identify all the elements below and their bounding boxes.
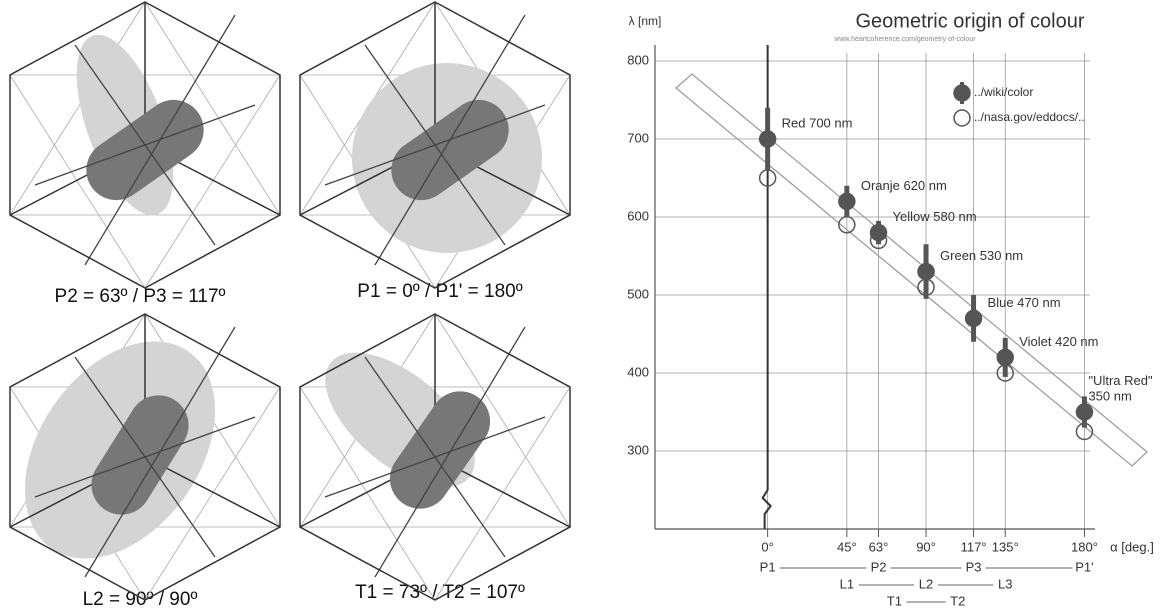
point (838, 192, 856, 211)
angle-label: L1 (840, 576, 854, 591)
y-tick-label: 300 (627, 442, 649, 457)
legend-label: ../nasa.gov/eddocs/.. (974, 110, 1085, 124)
projection-line (324, 416, 546, 498)
projection-line (34, 416, 256, 498)
point (1075, 422, 1094, 441)
point (838, 216, 856, 234)
construction-line (434, 313, 571, 528)
angle-label: L3 (998, 576, 1012, 591)
chart-title: Geometric origin of colour (856, 10, 1085, 32)
data-label: Yellow 580 nm (893, 209, 977, 224)
projection-line (374, 14, 526, 266)
x-tick-label: 0° (761, 539, 773, 554)
zero-line (761, 45, 772, 529)
x-tick-label: 180° (1071, 539, 1098, 554)
legend-marker (953, 84, 971, 102)
diagram-caption: P1 = 0º / P1' = 180º (357, 281, 522, 302)
y-tick-label: 700 (627, 130, 649, 145)
data-label: Oranje 620 nm (861, 178, 947, 193)
chart-subtitle: www.heartcoherence.com/geometry-of-colou… (833, 36, 976, 43)
projection-line (34, 104, 256, 186)
diagram-panels: P2 = 63º / P3 = 117º P1 = 0º / P1' = 180… (9, 1, 571, 610)
y-tick-label: 800 (627, 52, 649, 67)
angle-label: L2 (919, 576, 933, 591)
data-label: Green 530 nm (940, 248, 1023, 263)
point (996, 348, 1014, 367)
construction-line (144, 74, 281, 289)
x-tick-label: 45° (837, 539, 857, 554)
data-label: Red 700 nm (782, 115, 853, 130)
point (1075, 403, 1094, 421)
hexagon (9, 1, 281, 289)
point (758, 169, 777, 187)
construction-line (9, 1, 146, 216)
point (869, 231, 888, 250)
angle-label: P1' (1075, 559, 1093, 574)
diagram-caption: L2 = 90º / 90º (83, 589, 198, 610)
construction-line (9, 74, 146, 289)
projection-line (374, 326, 526, 578)
y-tick-label: 600 (627, 208, 649, 223)
legend-label: ../wiki/color (974, 85, 1033, 99)
chart: Geometric origin of colour www.heartcohe… (627, 10, 1154, 608)
angle-label: P3 (966, 559, 982, 574)
trend-band (675, 73, 1148, 467)
projection-line (324, 104, 546, 186)
y-tick-label: 500 (627, 286, 649, 301)
y-tick-label: 400 (627, 364, 649, 379)
hexagon (299, 1, 571, 289)
legend-marker (953, 109, 971, 127)
point (917, 278, 935, 296)
angle-label: T2 (950, 593, 965, 608)
y-axis-label: λ [nm] (629, 14, 662, 28)
capsule (391, 99, 509, 201)
x-tick-label: 63° (869, 539, 889, 554)
capsule (389, 391, 491, 509)
angle-label: T1 (887, 593, 902, 608)
projection-line (84, 326, 236, 578)
data-label: Violet 420 nm (1019, 334, 1098, 349)
data-label: Blue 470 nm (988, 295, 1061, 310)
point (758, 130, 777, 148)
diagram-caption: P2 = 63º / P3 = 117º (55, 286, 226, 307)
point (964, 309, 983, 328)
x-tick-label: 135° (992, 539, 1019, 554)
point (996, 364, 1014, 382)
capsule (91, 395, 189, 515)
capsule (86, 99, 204, 201)
construction-line (434, 386, 571, 601)
hexagon (299, 313, 571, 601)
projection-line (84, 14, 236, 266)
angle-label: P1 (760, 559, 776, 574)
angle-label: P2 (871, 559, 887, 574)
hexagon (9, 313, 281, 601)
data-label: "Ultra Red" 350 nm (1088, 373, 1153, 404)
construction-line (299, 386, 436, 601)
x-tick-label: 117° (961, 539, 987, 554)
construction-line (144, 1, 281, 216)
construction-line (144, 386, 281, 601)
x-tick-label: 90° (916, 539, 936, 554)
axis-line (144, 456, 281, 528)
x-axis-label: α [deg.] (1110, 539, 1154, 554)
point (917, 262, 935, 281)
